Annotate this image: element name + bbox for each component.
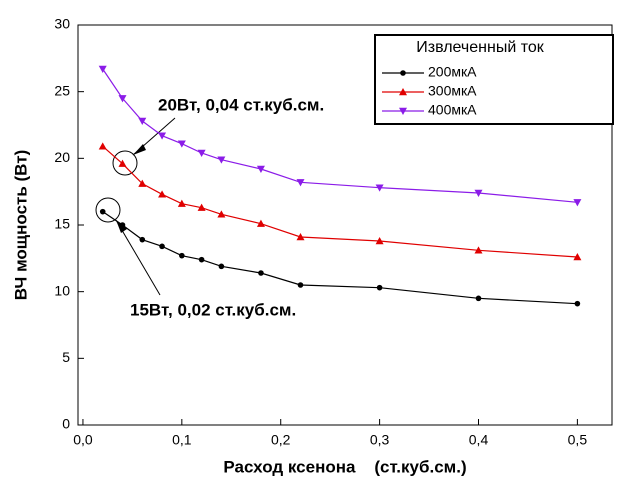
marker [138,117,147,125]
x-tick-label: 0,3 [370,432,390,448]
marker [98,142,107,150]
legend-label: 400мкА [428,102,477,118]
x-tick-label: 0,2 [271,432,291,448]
x-tick-label: 0,0 [73,432,93,448]
x-tick-label: 0,1 [172,432,192,448]
marker [376,284,383,291]
marker [217,210,226,218]
legend-marker [399,107,407,115]
marker [177,199,186,207]
marker [158,190,167,198]
legend-marker [400,70,406,76]
marker [297,282,304,288]
legend-marker [399,88,407,96]
marker [574,300,581,307]
arrow-head [133,144,146,155]
x-axis-label: Расход ксенона (ст.куб.см.) [223,457,466,476]
marker [158,132,167,140]
y-tick-label: 25 [54,82,70,98]
legend-label: 300мкА [428,83,477,99]
y-tick-label: 30 [54,16,70,32]
marker [179,252,185,259]
marker [375,184,384,192]
marker [256,219,265,227]
marker [296,233,305,241]
highlight-circle [112,150,138,176]
marker [474,189,483,197]
marker [296,179,305,187]
x-tick-label: 0,4 [469,432,489,448]
marker [573,199,582,207]
marker [159,243,165,250]
series-line [102,68,578,203]
marker [217,156,226,164]
marker [138,179,147,187]
marker [375,237,384,245]
marker [573,253,582,261]
y-tick-label: 10 [54,282,70,298]
highlight-circle [95,197,121,223]
y-tick-label: 5 [62,349,70,365]
legend-box [374,34,614,125]
y-tick-label: 0 [62,416,70,432]
legend-label: 200мкА [428,64,477,80]
marker [99,208,106,215]
marker [474,246,483,254]
marker [98,65,107,73]
legend-title: Извлеченный ток [416,39,545,56]
marker [177,140,186,148]
annotation: 15Вт, 0,02 ст.куб.см. [130,300,296,319]
y-tick-label: 15 [54,216,70,232]
series-line [102,211,578,305]
marker [475,295,482,302]
marker [197,203,206,211]
marker [198,256,205,263]
y-axis-label: ВЧ мощность (Вт) [11,150,30,300]
marker [258,270,264,276]
marker [218,263,225,270]
marker [139,236,146,243]
x-tick-label: 0,5 [568,432,588,448]
series-line [102,145,578,258]
marker [119,222,126,228]
marker [197,149,206,157]
marker [118,159,127,167]
annotation: 20Вт, 0,04 ст.куб.см. [158,95,324,114]
marker [256,165,265,173]
arrow [115,219,161,296]
marker [118,95,127,103]
y-tick-label: 20 [54,149,70,165]
